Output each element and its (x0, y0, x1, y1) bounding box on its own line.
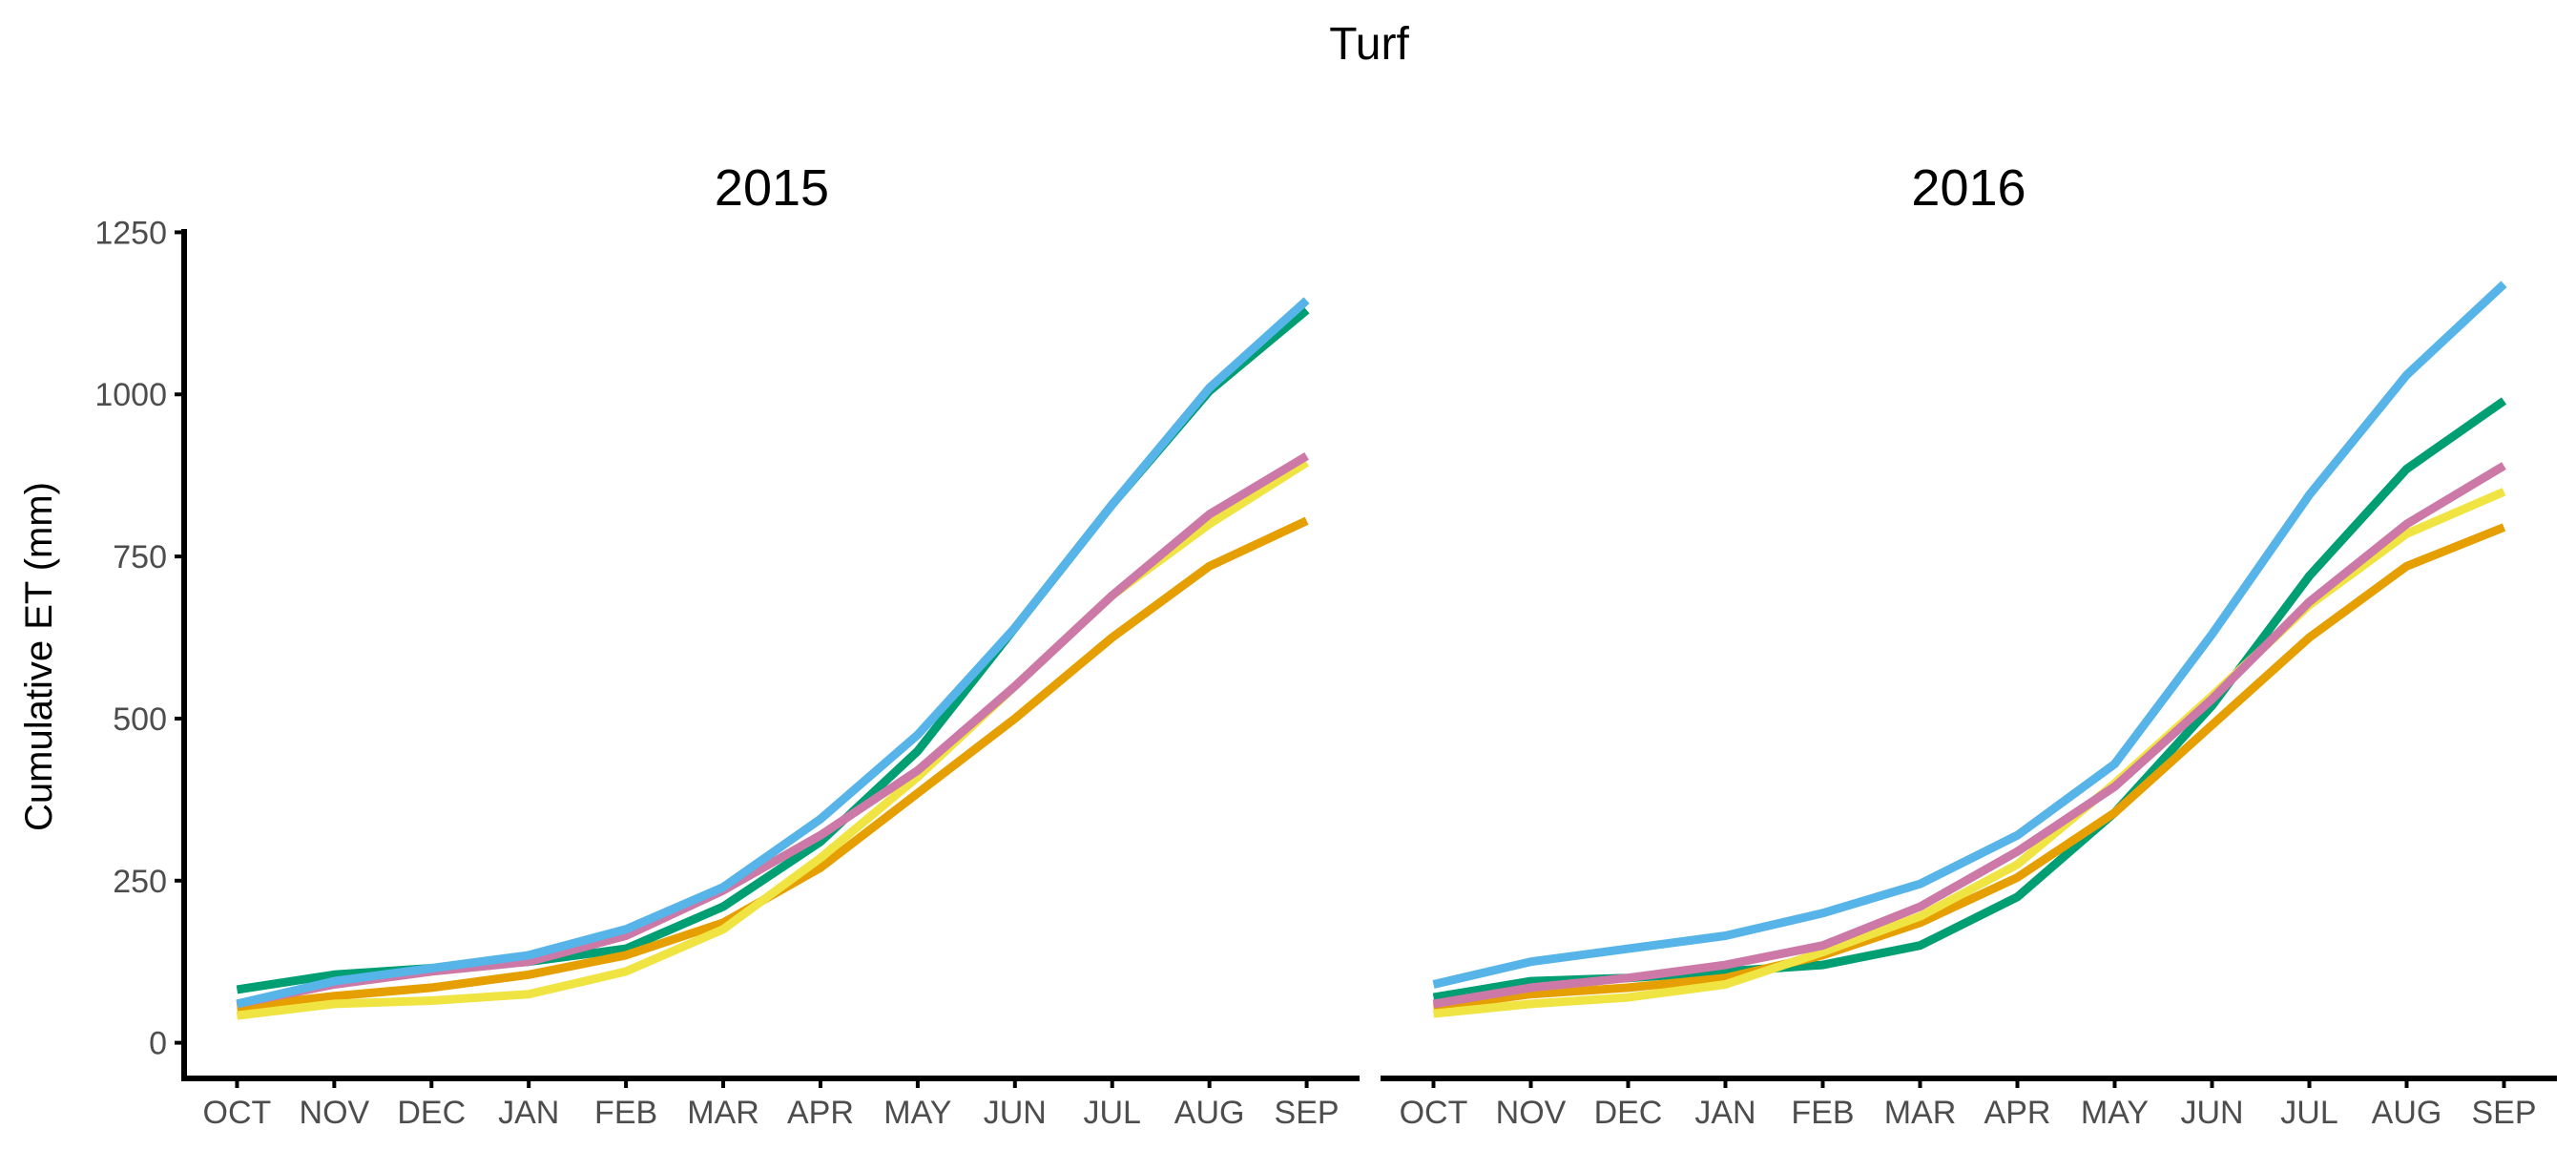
panel-title: 2016 (1911, 159, 2025, 217)
panel-2015: 2015 OCT NOV DEC JAN FEB MAR APR MAY JUN JUL AUG SEP… (94, 159, 1360, 1131)
x-tick-label: SEP (2471, 1095, 2536, 1131)
panels: 2015 OCT NOV DEC JAN FEB MAR APR MAY JUN JUL AUG SEP… (94, 159, 2557, 1131)
x-tick-label: FEB (594, 1095, 657, 1131)
x-tick-label: NOV (300, 1095, 370, 1131)
x-tick-label: JAN (498, 1095, 559, 1131)
x-tick-label: MAR (1884, 1095, 1957, 1131)
series-line-1 (236, 306, 1310, 994)
y-tick-label: 0 (149, 1026, 167, 1062)
series-line-4 (236, 451, 1309, 1009)
y-tick-label: 250 (113, 864, 167, 900)
y-axis-label: Cumulative ET (mm) (18, 482, 60, 831)
x-tick-label: SEP (1275, 1095, 1340, 1131)
series-line-1 (1432, 397, 2507, 1002)
y-tick-label: 500 (113, 701, 167, 738)
y-tick-label: 1250 (94, 215, 167, 251)
x-tick-label: NOV (1496, 1095, 1567, 1131)
x-tick-label: OCT (1400, 1095, 1468, 1131)
x-tick-label: MAY (2081, 1095, 2149, 1131)
x-tick-label: JAN (1694, 1095, 1755, 1131)
x-tick-label: FEB (1791, 1095, 1854, 1131)
x-tick-label: APR (1984, 1095, 2051, 1131)
series-line-5 (1432, 281, 2507, 989)
y-tick-label: 750 (113, 539, 167, 575)
x-tick-label: JUL (2280, 1095, 2337, 1131)
x-tick-label: DEC (1594, 1095, 1663, 1131)
series-line-5 (236, 297, 1310, 1009)
x-tick-label: OCT (203, 1095, 272, 1131)
x-tick-label: APR (787, 1095, 854, 1131)
series-line-3 (236, 458, 1310, 1020)
series-line-4 (1432, 462, 2506, 1009)
series-line-2 (1432, 523, 2506, 1012)
x-tick-label: DEC (397, 1095, 466, 1131)
panel-2016: 2016 OCT NOV DEC JAN FEB MAR APR MAY JUN JUL AUG SEP (1381, 159, 2557, 1131)
x-tick-label: MAR (687, 1095, 759, 1131)
y-tick-label: 1000 (94, 377, 167, 413)
x-tick-label: MAY (883, 1095, 951, 1131)
x-tick-label: AUG (2372, 1095, 2442, 1131)
x-tick-label: JUN (2180, 1095, 2243, 1131)
series-line-2 (236, 516, 1309, 1012)
chart-title: Turf (1329, 19, 1409, 70)
x-tick-label: AUG (1174, 1095, 1245, 1131)
x-tick-label: JUN (984, 1095, 1047, 1131)
panel-title: 2015 (715, 159, 829, 217)
x-tick-label: JUL (1083, 1095, 1140, 1131)
